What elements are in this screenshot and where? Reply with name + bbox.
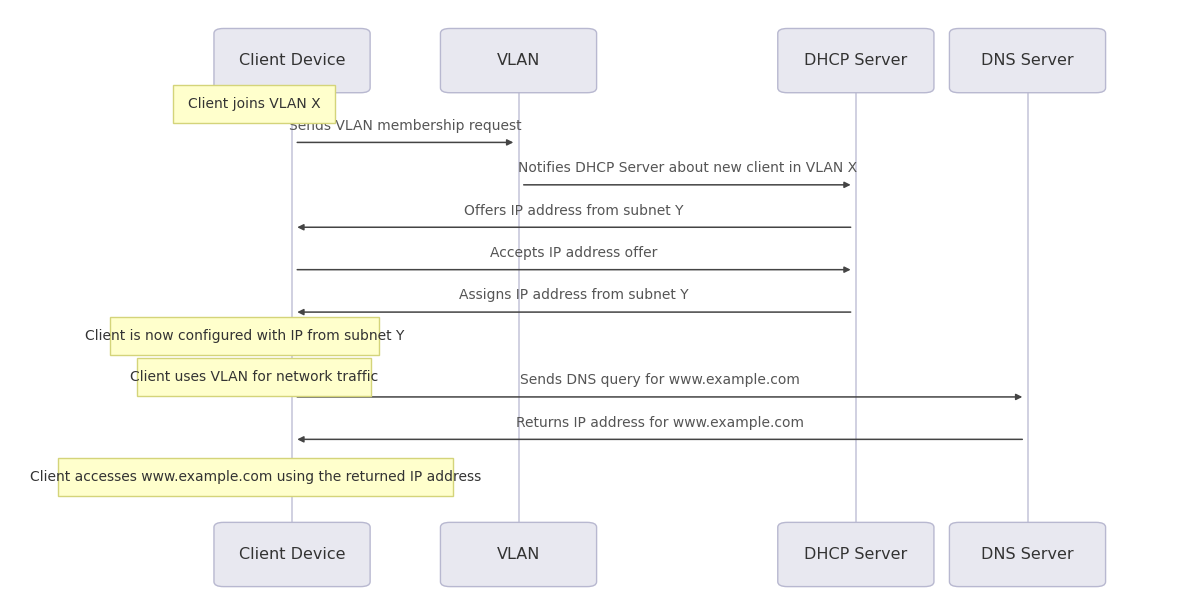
FancyBboxPatch shape (777, 522, 935, 587)
FancyBboxPatch shape (949, 28, 1105, 93)
FancyBboxPatch shape (58, 458, 453, 496)
Text: Accepts IP address offer: Accepts IP address offer (490, 246, 658, 260)
FancyBboxPatch shape (137, 358, 371, 396)
FancyBboxPatch shape (777, 28, 935, 93)
Text: DNS Server: DNS Server (981, 53, 1074, 68)
FancyBboxPatch shape (215, 28, 370, 93)
Text: Returns IP address for www.example.com: Returns IP address for www.example.com (516, 416, 803, 430)
FancyBboxPatch shape (215, 522, 370, 587)
Text: Client Device: Client Device (238, 547, 346, 562)
Text: DHCP Server: DHCP Server (805, 53, 907, 68)
Text: Sends DNS query for www.example.com: Sends DNS query for www.example.com (520, 373, 800, 387)
Text: Client accesses www.example.com using the returned IP address: Client accesses www.example.com using th… (30, 470, 482, 484)
Text: Assigns IP address from subnet Y: Assigns IP address from subnet Y (459, 288, 689, 302)
Text: Client joins VLAN X: Client joins VLAN X (187, 97, 321, 112)
FancyBboxPatch shape (441, 522, 596, 587)
Text: Sends VLAN membership request: Sends VLAN membership request (288, 119, 522, 133)
Text: DHCP Server: DHCP Server (805, 547, 907, 562)
Text: Client Device: Client Device (238, 53, 346, 68)
Text: Client uses VLAN for network traffic: Client uses VLAN for network traffic (130, 370, 378, 384)
Text: VLAN: VLAN (497, 547, 540, 562)
Text: DNS Server: DNS Server (981, 547, 1074, 562)
Text: VLAN: VLAN (497, 53, 540, 68)
Text: Client is now configured with IP from subnet Y: Client is now configured with IP from su… (85, 328, 404, 343)
Text: Notifies DHCP Server about new client in VLAN X: Notifies DHCP Server about new client in… (517, 161, 857, 175)
FancyBboxPatch shape (949, 522, 1105, 587)
FancyBboxPatch shape (173, 85, 335, 123)
FancyBboxPatch shape (441, 28, 596, 93)
Text: Offers IP address from subnet Y: Offers IP address from subnet Y (464, 204, 684, 218)
FancyBboxPatch shape (110, 317, 379, 355)
